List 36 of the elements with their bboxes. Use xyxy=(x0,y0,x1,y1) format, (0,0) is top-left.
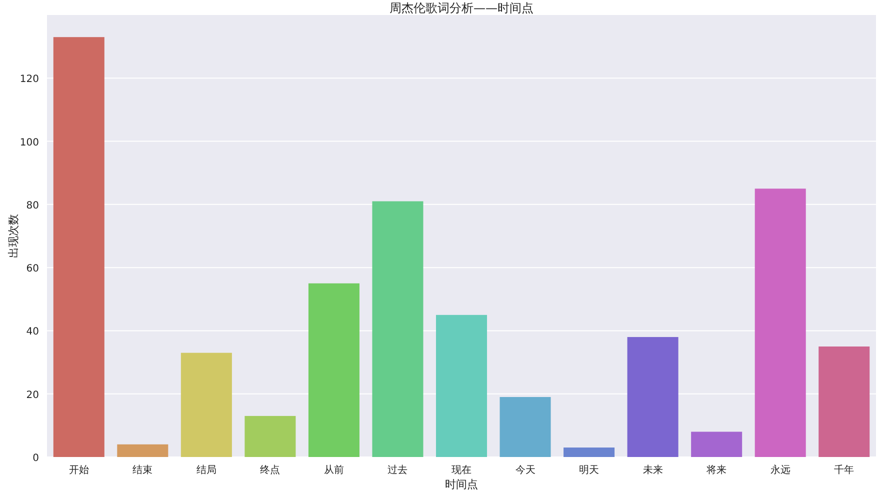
bar xyxy=(117,444,168,457)
bar xyxy=(754,188,806,457)
x-tick-label: 明天 xyxy=(579,465,600,476)
y-tick-label: 40 xyxy=(26,326,39,338)
bar xyxy=(818,346,870,457)
y-tick-label: 20 xyxy=(26,390,39,401)
x-axis-title: 时间点 xyxy=(445,478,478,491)
y-tick-label: 120 xyxy=(20,74,39,86)
x-tick-label: 终点 xyxy=(260,464,280,476)
x-tick-label: 结束 xyxy=(132,464,153,476)
bar xyxy=(53,37,104,457)
x-tick-label: 结局 xyxy=(196,464,216,476)
x-tick-label: 开始 xyxy=(68,465,89,476)
x-tick-label: 过去 xyxy=(388,464,408,476)
bar xyxy=(180,352,232,457)
y-tick-label: 0 xyxy=(32,453,39,464)
x-tick-label: 千年 xyxy=(834,464,854,476)
y-tick-label: 100 xyxy=(20,137,39,148)
bar xyxy=(500,397,551,457)
y-tick-label: 60 xyxy=(26,264,39,275)
bar xyxy=(244,416,296,457)
bar xyxy=(564,448,615,457)
bar xyxy=(436,314,488,457)
x-tick-label: 未来 xyxy=(642,464,663,476)
x-tick-label: 将来 xyxy=(706,464,727,476)
chart-title: 周杰伦歌词分析——时间点 xyxy=(390,1,534,15)
bar xyxy=(627,337,678,457)
x-tick-label: 永远 xyxy=(770,464,790,476)
x-tick-label: 今天 xyxy=(515,464,536,476)
bar xyxy=(372,201,424,457)
y-tick-label: 80 xyxy=(26,200,39,212)
y-axis-title: 出现次数 xyxy=(7,214,20,258)
x-tick-label: 现在 xyxy=(452,464,472,476)
bar xyxy=(308,283,360,457)
x-tick-label: 从前 xyxy=(324,464,344,476)
bar xyxy=(691,432,742,457)
